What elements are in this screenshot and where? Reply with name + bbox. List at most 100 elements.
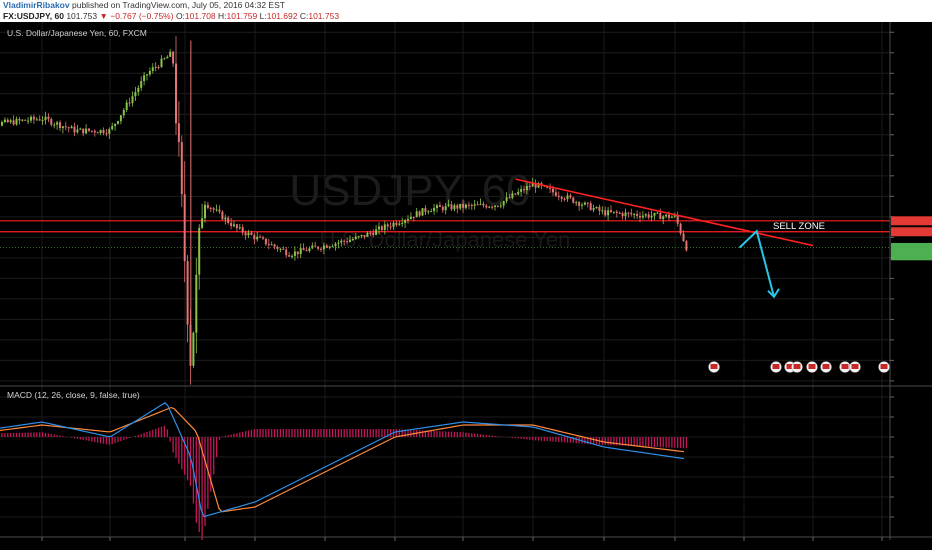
candle-body xyxy=(572,197,575,203)
candle-body xyxy=(511,193,514,198)
candle-body xyxy=(61,126,64,129)
candle-body xyxy=(421,208,424,216)
candle-body xyxy=(41,120,44,122)
author-name[interactable]: VladimirRibakov xyxy=(3,0,70,10)
candle-body xyxy=(180,142,183,195)
flag-stripe-icon xyxy=(793,364,801,369)
candle-body xyxy=(201,218,204,228)
candle-body xyxy=(276,246,279,250)
candle-body xyxy=(360,235,363,237)
candle-body xyxy=(581,204,583,206)
candle-body xyxy=(221,211,224,220)
candle-body xyxy=(598,207,601,211)
candle-body xyxy=(476,204,479,206)
candle-body xyxy=(285,249,288,256)
watermark-symbol: USDJPY, 60 xyxy=(289,166,530,215)
candle-body xyxy=(563,198,566,200)
candle-body xyxy=(520,189,523,192)
candle-body xyxy=(38,119,41,121)
candle-body xyxy=(644,214,647,216)
candle-body xyxy=(566,195,569,200)
ohlc-l-label: L: xyxy=(259,11,267,21)
candle-body xyxy=(253,234,256,240)
chart-background xyxy=(0,22,932,550)
candle-body xyxy=(64,126,67,128)
candle-body xyxy=(673,215,676,217)
candle-body xyxy=(343,240,346,242)
candle-body xyxy=(575,202,578,204)
candle-body xyxy=(534,182,537,188)
candle-body xyxy=(537,183,540,188)
candle-body xyxy=(583,202,586,205)
candle-body xyxy=(670,216,673,218)
candle-body xyxy=(514,193,517,195)
trendline xyxy=(515,178,814,247)
candle-body xyxy=(47,116,50,120)
candle-body xyxy=(357,236,360,238)
candle-body xyxy=(314,245,317,247)
candle-body xyxy=(209,207,212,209)
candle-body xyxy=(508,197,511,199)
candle-body xyxy=(659,212,662,220)
macd-line xyxy=(0,402,685,518)
candle-body xyxy=(665,214,668,217)
candle-body xyxy=(76,129,79,133)
candle-body xyxy=(453,205,456,210)
candle-body xyxy=(354,236,357,240)
candle-body xyxy=(15,118,18,125)
candle-body xyxy=(172,51,175,64)
candle-body xyxy=(656,212,659,214)
signal-line xyxy=(0,406,685,513)
candle-body xyxy=(79,128,82,130)
candle-body xyxy=(601,210,604,212)
down-arrow-icon: ▼ xyxy=(99,11,108,21)
candle-body xyxy=(122,109,125,116)
candle-body xyxy=(395,222,398,225)
price-change: −0.767 (−0.75%) xyxy=(110,11,174,21)
candle-body xyxy=(647,214,650,218)
candle-body xyxy=(143,75,146,82)
flag-stripe-icon xyxy=(786,364,794,369)
candle-body xyxy=(592,208,595,211)
candle-body xyxy=(85,128,88,134)
candle-body xyxy=(525,185,528,191)
candle-body xyxy=(331,246,334,248)
resistance-lines xyxy=(0,220,890,248)
candle-body xyxy=(238,227,241,229)
candle-body xyxy=(96,132,99,134)
candle-body xyxy=(418,211,421,216)
candle-body xyxy=(6,119,9,123)
quote-line: FX:USDJPY, 60 101.753 ▼ −0.767 (−0.75%) … xyxy=(0,11,932,22)
candle-body xyxy=(140,81,143,88)
candle-body xyxy=(378,226,380,230)
candle-body xyxy=(108,129,111,134)
candle-body xyxy=(531,182,534,187)
publish-text: published on TradingView.com, July 05, 2… xyxy=(71,0,285,10)
candle-body xyxy=(134,92,137,97)
candle-body xyxy=(0,122,3,126)
candle-body xyxy=(224,217,227,220)
candle-body xyxy=(227,217,230,223)
candle-body xyxy=(641,215,644,218)
candle-body xyxy=(438,205,441,207)
candle-body xyxy=(296,251,299,255)
candle-body xyxy=(195,274,198,333)
candle-body xyxy=(82,128,85,134)
candle-body xyxy=(293,251,296,256)
price-axis-bg xyxy=(890,22,932,550)
candle-body xyxy=(441,206,444,211)
candle-body xyxy=(517,191,520,195)
candle-body xyxy=(90,130,93,132)
candle-body xyxy=(102,129,105,134)
candle-body xyxy=(44,116,47,121)
candle-body xyxy=(427,211,430,213)
candle-body xyxy=(409,216,412,220)
candle-body xyxy=(241,227,244,233)
candle-body xyxy=(372,233,375,235)
chart-title: U.S. Dollar/Japanese Yen, 60, FXCM xyxy=(7,28,147,38)
candle-body xyxy=(389,226,392,228)
candle-body xyxy=(404,220,407,223)
flag-stripe-icon xyxy=(710,364,718,369)
candle-body xyxy=(305,250,308,252)
